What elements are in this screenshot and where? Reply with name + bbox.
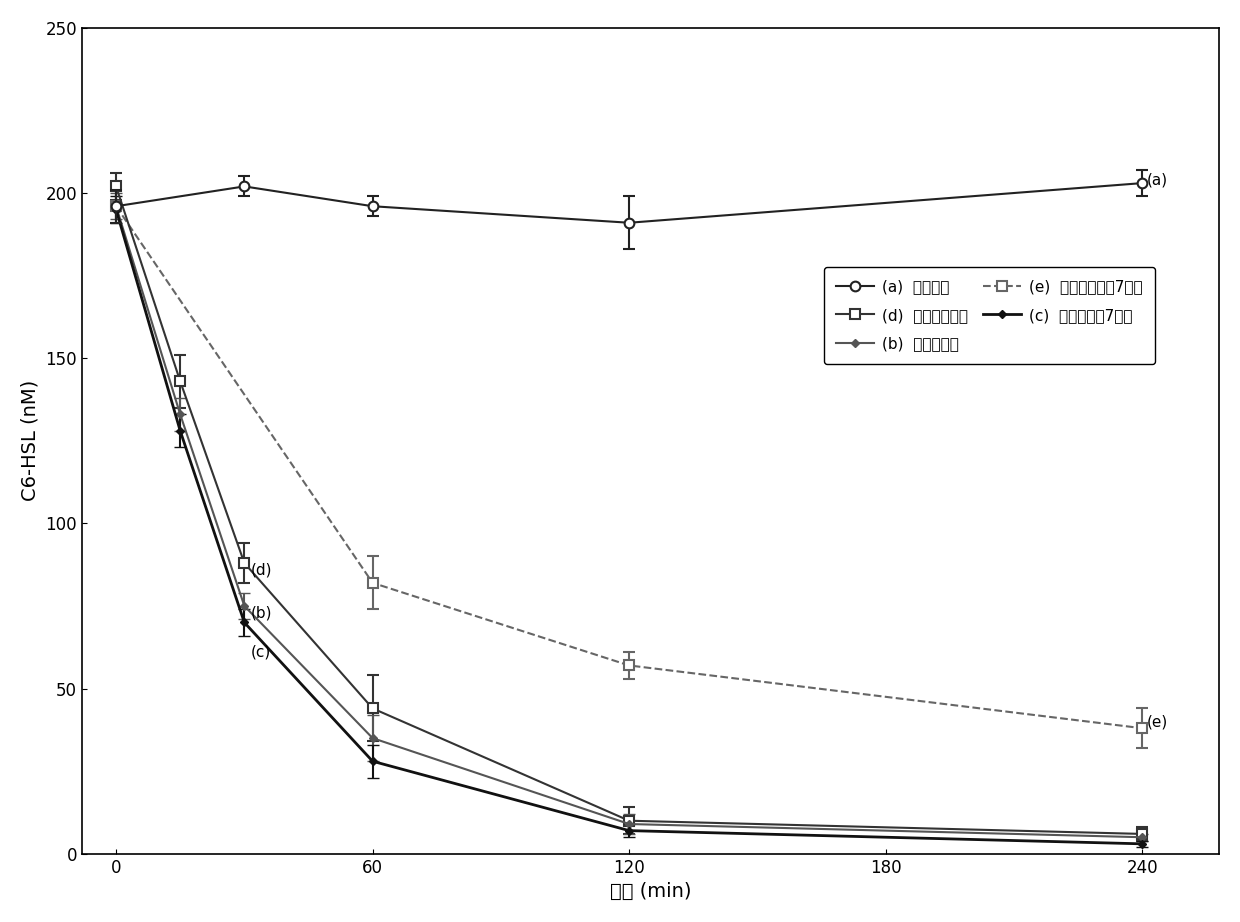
Text: (c): (c) [250, 644, 272, 660]
Text: (b): (b) [250, 605, 273, 621]
Text: (d): (d) [250, 562, 273, 577]
Y-axis label: C6-HSL (nM): C6-HSL (nM) [21, 380, 40, 502]
X-axis label: 时间 (min): 时间 (min) [610, 882, 691, 901]
Text: (e): (e) [1147, 715, 1168, 729]
Legend: (a)  空白对照, (d)  无固定化投加, (b)  固定化投加, (e)  无固定化投加7天后, (c)  固定化投加7天后: (a) 空白对照, (d) 无固定化投加, (b) 固定化投加, (e) 无固定… [823, 266, 1154, 363]
Text: (a): (a) [1147, 172, 1168, 187]
